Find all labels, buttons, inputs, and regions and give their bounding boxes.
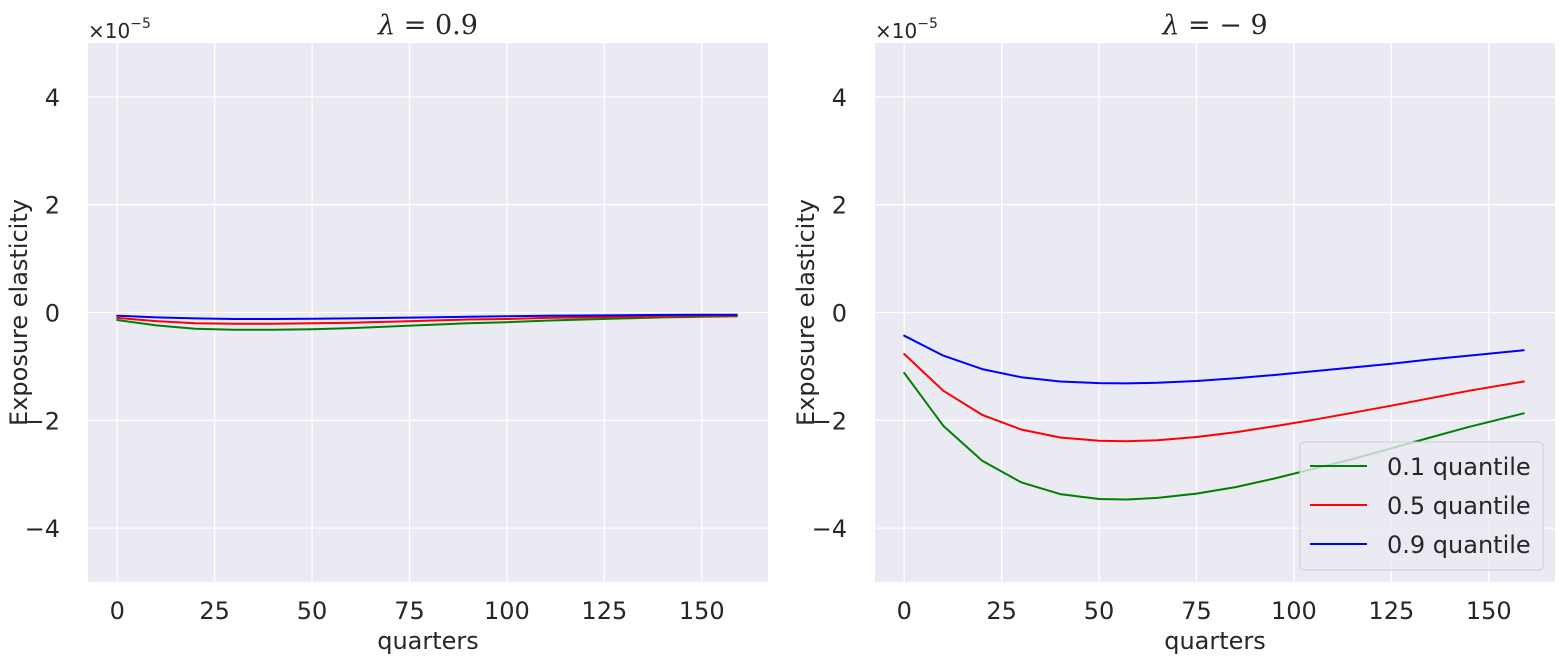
x-tick-label: 50 <box>297 597 328 625</box>
y-tick-label: 0 <box>45 300 60 328</box>
x-tick-label: 125 <box>1368 597 1414 625</box>
sci-multiplier: ×10 <box>875 19 917 43</box>
legend-label: 0.9 quantile <box>1387 531 1531 559</box>
x-axis-label: quarters <box>377 627 479 655</box>
series-line-0-1-quantile <box>116 315 738 331</box>
x-tick-label: 125 <box>581 597 627 625</box>
chart-title: λ = 0.9 <box>377 10 478 41</box>
left-panel: 0 25 50 75 100 125 150 −4 −2 0 2 4 quarters Exposure … <box>5 10 768 655</box>
legend-label: 0.5 quantile <box>1387 492 1531 520</box>
y-tick-label: −2 <box>812 407 847 435</box>
series-line-0-5-quantile <box>903 353 1525 443</box>
y-tick-label: −4 <box>812 515 847 543</box>
y-tick-label: −2 <box>25 407 60 435</box>
y-tick-label: 0 <box>832 300 847 328</box>
x-tick-label: 100 <box>484 597 530 625</box>
y-tick-label: 4 <box>45 84 60 112</box>
sci-exponent: −5 <box>130 16 151 32</box>
y-tick-label: −4 <box>25 515 60 543</box>
chart-title: λ = − 9 <box>1161 10 1267 41</box>
y-tick-label: 2 <box>832 192 847 220</box>
x-tick-label: 150 <box>1466 597 1512 625</box>
x-tick-label: 25 <box>199 597 230 625</box>
x-tick-label: 0 <box>110 597 125 625</box>
x-tick-label: 100 <box>1271 597 1317 625</box>
x-tick-label: 50 <box>1084 597 1115 625</box>
x-tick-label: 0 <box>897 597 912 625</box>
legend-box <box>1299 441 1544 571</box>
sci-offset-text: ×10−5 <box>88 16 151 43</box>
sci-multiplier: ×10 <box>88 19 130 43</box>
series-line-0-9-quantile <box>903 334 1525 385</box>
sci-offset-text: ×10−5 <box>875 16 938 43</box>
series-line-0-9-quantile <box>116 313 738 320</box>
title-value: = 0.9 <box>404 10 478 41</box>
title-symbol: λ <box>1161 10 1188 41</box>
y-tick-label: 2 <box>45 192 60 220</box>
x-tick-label: 75 <box>394 597 425 625</box>
right-panel: 0 25 50 75 100 125 150 −4 −2 0 2 4 quarters Exposure … <box>792 10 1555 655</box>
series-line-0-5-quantile <box>116 314 738 325</box>
x-tick-label: 150 <box>679 597 725 625</box>
sci-exponent: −5 <box>917 16 938 32</box>
legend-label: 0.1 quantile <box>1387 453 1531 481</box>
title-value: = − 9 <box>1188 10 1268 41</box>
x-tick-label: 25 <box>986 597 1017 625</box>
y-tick-label: 4 <box>832 84 847 112</box>
x-tick-label: 75 <box>1181 597 1212 625</box>
y-axis-label: Exposure elasticity <box>5 199 33 426</box>
title-symbol: λ <box>377 10 404 41</box>
x-axis-label: quarters <box>1164 627 1266 655</box>
y-axis-label: Exposure elasticity <box>792 199 820 426</box>
